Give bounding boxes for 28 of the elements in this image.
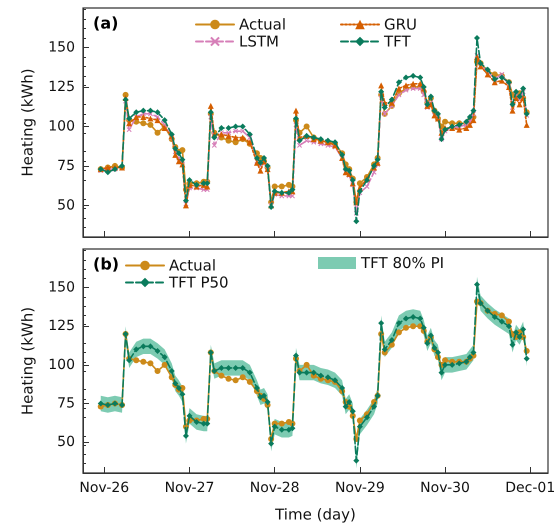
y-axis-title: Heating (kWh) [18, 306, 36, 416]
legend-label: LSTM [239, 32, 279, 50]
y-tick-label: 125 [48, 318, 75, 334]
annotation: TFT 80% PI [361, 254, 444, 272]
legend-label: TFT [383, 32, 412, 50]
x-tick-label: Nov-26 [79, 480, 130, 496]
y-tick-label: 100 [48, 356, 75, 373]
x-tick-label: Nov-29 [334, 480, 385, 496]
chart-title: (a) [93, 14, 118, 32]
y-tick-label: 125 [48, 78, 75, 95]
x-axis-title: Time (day) [274, 506, 356, 524]
y-tick-label: 75 [57, 158, 75, 174]
x-tick-label: Nov-30 [420, 480, 470, 496]
y-tick-label: 75 [57, 395, 75, 412]
x-tick-label: Dec-01 [505, 480, 556, 496]
x-tick-label: Nov-27 [164, 480, 214, 496]
x-tick-label: Nov-28 [250, 480, 300, 496]
legend-label: Actual [169, 256, 216, 274]
y-tick-label: 150 [48, 280, 75, 296]
y-axis-title: Heating (kWh) [18, 68, 36, 177]
y-tick-label: 150 [48, 39, 75, 56]
y-tick-label: 100 [48, 118, 75, 134]
chart-title: (b) [93, 254, 120, 274]
legend-label: TFT P50 [168, 274, 229, 292]
legend-label: Actual [239, 16, 286, 34]
y-tick-label: 50 [57, 434, 75, 450]
legend-label: GRU [384, 16, 418, 34]
y-tick-label: 50 [57, 197, 75, 214]
